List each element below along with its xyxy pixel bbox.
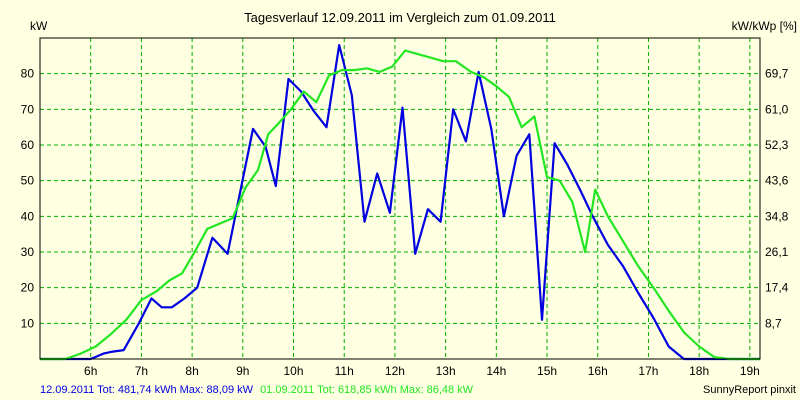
x-tick-label: 14h xyxy=(486,364,506,378)
y-tick-label-right: 26,1 xyxy=(765,245,789,259)
left-axis-unit: kW xyxy=(30,19,48,33)
y-tick-label-right: 8,7 xyxy=(765,316,782,330)
x-tick-label: 19h xyxy=(740,364,760,378)
series-line-1 xyxy=(40,43,760,361)
y-tick-label-right: 43,6 xyxy=(765,174,789,188)
x-tick-label: 9h xyxy=(236,364,249,378)
footer-green-stats: 01.09.2011 Tot: 618,85 kWh Max: 86,48 kW xyxy=(260,384,474,396)
footer-credit: SunnyReport pinxit xyxy=(703,384,796,396)
grid xyxy=(40,38,760,359)
y-tick-label-left: 60 xyxy=(21,138,35,152)
x-tick-label: 15h xyxy=(537,364,557,378)
plot-frame xyxy=(39,37,761,360)
left-y-ticks: 10 20 30 40 50 60 70 80 xyxy=(21,67,35,331)
y-tick-label-right: 61,0 xyxy=(765,102,789,116)
right-axis-unit: kW/kWp [%] xyxy=(732,19,797,33)
series-group xyxy=(40,43,760,361)
y-tick-label-left: 30 xyxy=(21,245,35,259)
x-tick-label: 8h xyxy=(185,364,198,378)
x-tick-label: 11h xyxy=(335,364,354,378)
series-line-2 xyxy=(40,49,760,361)
x-tick-label: 6h xyxy=(84,364,97,378)
y-tick-label-left: 40 xyxy=(21,209,35,223)
y-tick-label-right: 17,4 xyxy=(765,281,789,295)
x-tick-label: 17h xyxy=(638,364,658,378)
y-tick-label-left: 10 xyxy=(21,316,35,330)
y-tick-label-left: 20 xyxy=(21,281,35,295)
footer-stats: 12.09.2011 Tot: 481,74 kWh Max: 88,09 kW… xyxy=(40,384,474,396)
y-tick-label-left: 50 xyxy=(21,174,35,188)
x-tick-label: 18h xyxy=(689,364,709,378)
y-tick-label-right: 69,7 xyxy=(765,67,789,81)
y-tick-label-left: 70 xyxy=(21,102,35,116)
x-tick-label: 12h xyxy=(385,364,405,378)
y-tick-label-left: 80 xyxy=(21,67,35,81)
x-tick-label: 10h xyxy=(284,364,304,378)
chart-title: Tagesverlauf 12.09.2011 im Vergleich zum… xyxy=(244,10,556,25)
y-tick-label-right: 34,8 xyxy=(765,209,789,223)
x-ticks: 6h 7h 8h 9h 10h 11h 12h 13h 14h 15h 16h 17h 18h 19h xyxy=(84,364,760,378)
x-tick-label: 16h xyxy=(588,364,608,378)
footer-blue-stats: 12.09.2011 Tot: 481,74 kWh Max: 88,09 kW xyxy=(40,384,254,396)
x-tick-label: 13h xyxy=(436,364,456,378)
right-y-ticks: 8,7 17,4 26,1 34,8 43,6 52,3 61,0 69,7 xyxy=(765,67,789,331)
x-tick-label: 7h xyxy=(135,364,148,378)
y-tick-label-right: 52,3 xyxy=(765,138,789,152)
